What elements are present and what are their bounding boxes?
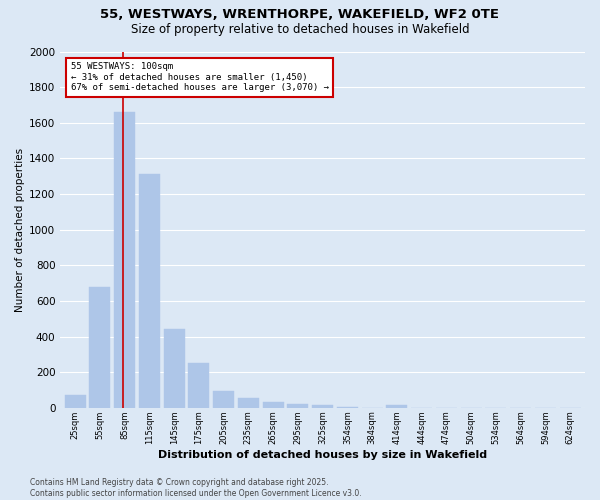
Text: 55 WESTWAYS: 100sqm
← 31% of detached houses are smaller (1,450)
67% of semi-det: 55 WESTWAYS: 100sqm ← 31% of detached ho… bbox=[71, 62, 329, 92]
Bar bbox=[287, 404, 308, 408]
Y-axis label: Number of detached properties: Number of detached properties bbox=[15, 148, 25, 312]
Text: 55, WESTWAYS, WRENTHORPE, WAKEFIELD, WF2 0TE: 55, WESTWAYS, WRENTHORPE, WAKEFIELD, WF2… bbox=[101, 8, 499, 20]
Bar bbox=[65, 396, 86, 408]
Bar bbox=[312, 405, 333, 408]
Bar bbox=[386, 405, 407, 408]
X-axis label: Distribution of detached houses by size in Wakefield: Distribution of detached houses by size … bbox=[158, 450, 487, 460]
Bar bbox=[213, 391, 234, 408]
Bar bbox=[139, 174, 160, 408]
Bar bbox=[238, 398, 259, 408]
Text: Contains HM Land Registry data © Crown copyright and database right 2025.
Contai: Contains HM Land Registry data © Crown c… bbox=[30, 478, 362, 498]
Bar bbox=[89, 286, 110, 408]
Bar bbox=[263, 402, 284, 408]
Bar bbox=[114, 112, 135, 408]
Bar bbox=[337, 407, 358, 408]
Bar bbox=[188, 364, 209, 408]
Bar bbox=[164, 330, 185, 408]
Text: Size of property relative to detached houses in Wakefield: Size of property relative to detached ho… bbox=[131, 22, 469, 36]
